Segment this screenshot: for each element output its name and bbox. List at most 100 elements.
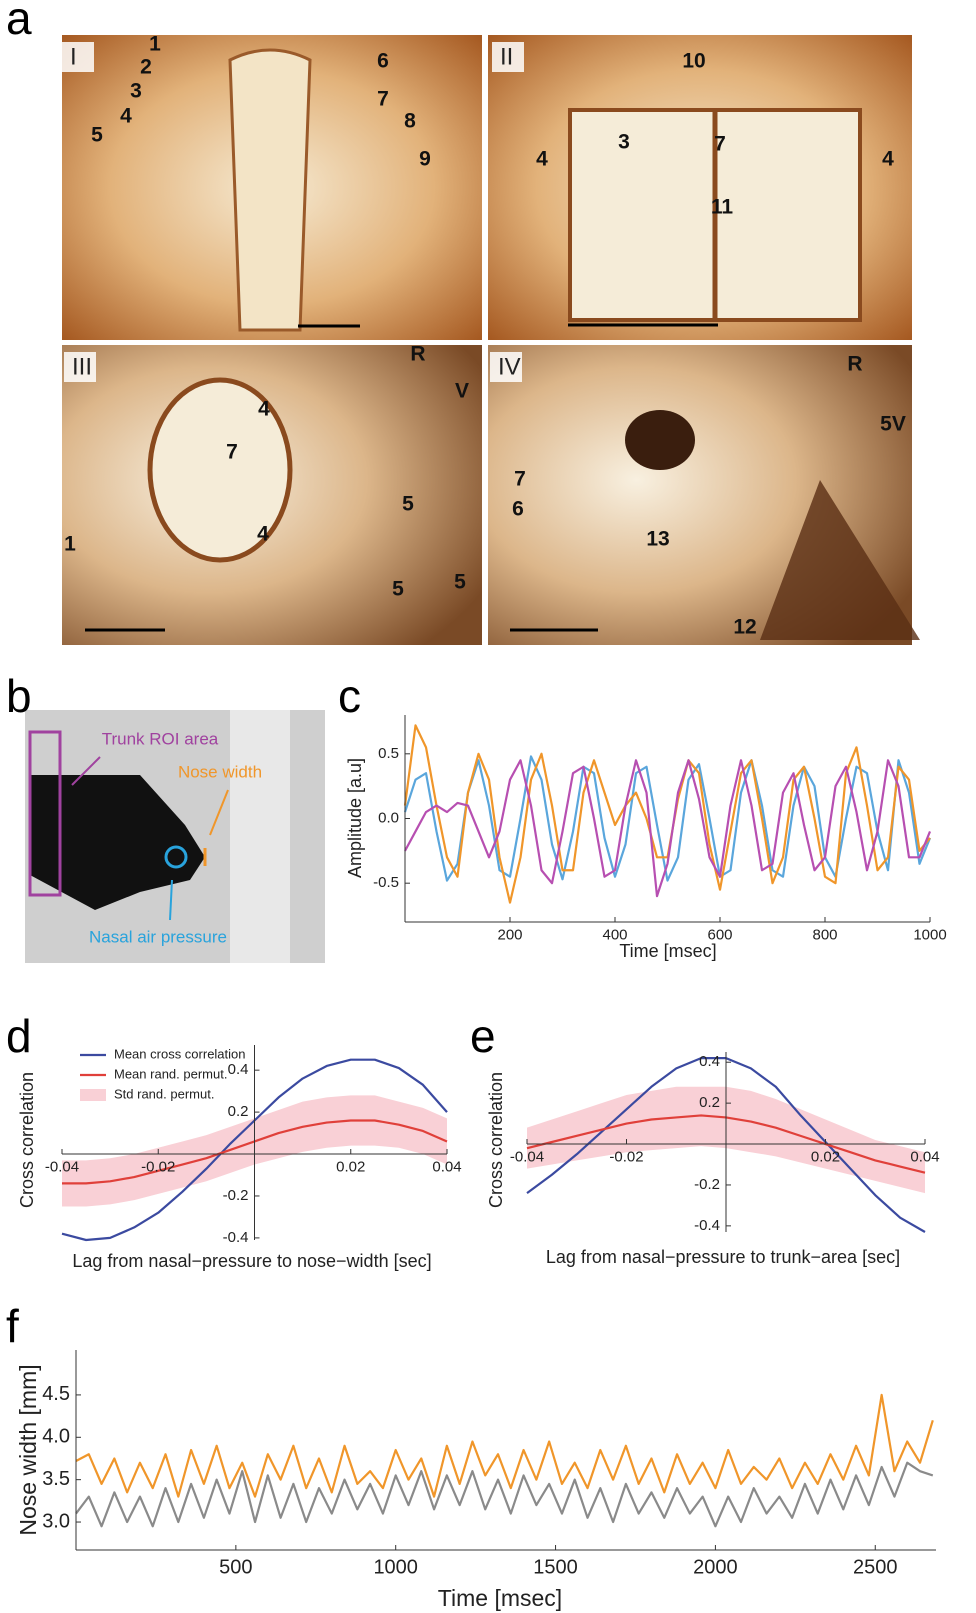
image-annotation: Trunk ROI area xyxy=(102,729,219,748)
structure-label: 13 xyxy=(646,528,669,551)
y-tick-label: 0.0 xyxy=(378,809,399,826)
mouse-image xyxy=(25,710,325,963)
y-tick-label: -0.2 xyxy=(694,1176,720,1193)
structure-label: 4 xyxy=(258,398,270,421)
arrow xyxy=(71,756,101,786)
y-tick-label: -0.4 xyxy=(223,1229,249,1246)
y-axis-label: Cross correlation xyxy=(17,1072,37,1208)
x-tick-label: 0.02 xyxy=(336,1159,365,1176)
structure-label: 3 xyxy=(618,131,630,154)
numeral-bg xyxy=(64,352,96,382)
y-tick-label: 4.5 xyxy=(42,1383,70,1405)
x-tick-label: -0.04 xyxy=(510,1149,544,1166)
structure-label: 6 xyxy=(377,50,389,73)
x-axis-label: Time [msec] xyxy=(438,1585,562,1611)
muscle xyxy=(760,480,920,640)
structure-label: 10 xyxy=(682,50,705,73)
numeral-bg xyxy=(62,42,94,72)
x-tick-label: 1000 xyxy=(913,926,946,943)
y-tick-label: 3.0 xyxy=(42,1510,70,1532)
y-tick-label: 0.5 xyxy=(378,745,399,762)
legend-label: Std rand. permut. xyxy=(114,1086,214,1101)
panel-letter: f xyxy=(6,1300,19,1352)
y-tick-label: -0.2 xyxy=(223,1187,249,1204)
x-tick-label: 1000 xyxy=(373,1556,418,1578)
series-line xyxy=(75,1393,934,1498)
legend-label: Mean cross correlation xyxy=(114,1046,246,1061)
chart: -0.4 -0.2 0.2 0.4 -0.04 -0.02 0.02 0.04 Lag from… xyxy=(17,1045,462,1271)
image-annotation: Nasal air pressure xyxy=(89,927,227,946)
x-axis-label: Lag from nasal−pressure to trunk−area [s… xyxy=(546,1247,900,1267)
y-tick-label: 0.2 xyxy=(699,1094,720,1111)
structure-label: 5 xyxy=(402,493,414,516)
structure-label: 7 xyxy=(714,133,726,156)
y-tick-label: 0.2 xyxy=(228,1103,249,1120)
structure-label: V xyxy=(455,380,469,403)
structure-label: 5V xyxy=(880,413,906,436)
x-tick-label: 400 xyxy=(602,926,627,943)
chart: 3.0 3.5 4.0 4.5 500 1000 1500 2000 2500 Time [mse… xyxy=(15,1350,936,1611)
x-tick-label: 800 xyxy=(812,926,837,943)
y-tick-label: 3.5 xyxy=(42,1468,70,1490)
arrow xyxy=(169,879,173,921)
x-tick-label: -0.04 xyxy=(45,1159,79,1176)
arrow xyxy=(209,789,229,836)
panel-letter: c xyxy=(338,670,361,722)
structure-label: 12 xyxy=(733,616,756,639)
chart: -0.5 0.0 0.5 200 400 600 800 1000 Time [msec] Amp… xyxy=(345,715,947,961)
structure-label: 6 xyxy=(512,498,524,521)
x-tick-label: 1500 xyxy=(533,1556,578,1578)
series-line xyxy=(75,1461,934,1528)
image-annotation: Nose width xyxy=(178,762,262,781)
x-tick-label: 600 xyxy=(707,926,732,943)
dark-region xyxy=(625,410,695,470)
septum xyxy=(228,48,312,332)
legend-label: Mean rand. permut. xyxy=(114,1066,227,1081)
x-tick-label: 2000 xyxy=(693,1556,738,1578)
mouse xyxy=(30,775,205,910)
x-axis-label: Lag from nasal−pressure to nose−width [s… xyxy=(72,1251,431,1271)
x-tick-label: 0.04 xyxy=(432,1159,461,1176)
structure-label: 5 xyxy=(91,124,103,147)
y-tick-label: -0.5 xyxy=(373,874,399,891)
structure-label: 9 xyxy=(419,148,431,171)
y-tick-label: 0.4 xyxy=(699,1053,720,1070)
y-tick-label: 0.4 xyxy=(228,1061,249,1078)
panel-letter: a xyxy=(6,0,32,44)
legend-swatch xyxy=(80,1089,106,1101)
y-axis-label: Nose width [mm] xyxy=(15,1364,41,1535)
panel-letter: e xyxy=(470,1010,496,1062)
x-tick-label: -0.02 xyxy=(609,1149,643,1166)
y-axis-label: Cross correlation xyxy=(486,1072,506,1208)
y-axis-label: Amplitude [a.u] xyxy=(345,758,365,878)
numeral-bg xyxy=(490,352,522,382)
structure-label: 4 xyxy=(536,148,548,171)
numeral-bg xyxy=(492,42,524,72)
glass xyxy=(230,710,290,963)
quadrant-numeral: IV xyxy=(498,353,521,380)
structure-label: 4 xyxy=(257,523,269,546)
structure-label: R xyxy=(410,343,425,366)
quadrant-numeral: III xyxy=(72,353,92,380)
y-tick-label: 4.0 xyxy=(42,1426,70,1448)
series-line xyxy=(403,755,932,882)
quadrant-numeral: I xyxy=(70,43,77,70)
structure-label: 7 xyxy=(377,88,389,111)
chart: -0.4 -0.2 0.2 0.4 -0.04 -0.02 0.02 0.04 Lag from… xyxy=(486,1052,940,1267)
structure-label: 3 xyxy=(130,80,142,103)
structure-label: 4 xyxy=(882,148,894,171)
structure-label: 1 xyxy=(149,33,161,56)
pressure-marker xyxy=(164,845,188,869)
x-tick-label: 200 xyxy=(497,926,522,943)
series-line xyxy=(404,759,932,898)
structure-label: 11 xyxy=(711,196,734,219)
quadrant-numeral: II xyxy=(500,43,513,70)
histology-images xyxy=(62,35,920,645)
structure-label: 2 xyxy=(140,56,152,79)
structure-label: 4 xyxy=(120,105,132,128)
x-tick-label: -0.02 xyxy=(141,1159,175,1176)
y-tick-label: -0.4 xyxy=(694,1217,720,1234)
panel-letter: d xyxy=(6,1010,32,1062)
x-tick-label: 2500 xyxy=(853,1556,898,1578)
